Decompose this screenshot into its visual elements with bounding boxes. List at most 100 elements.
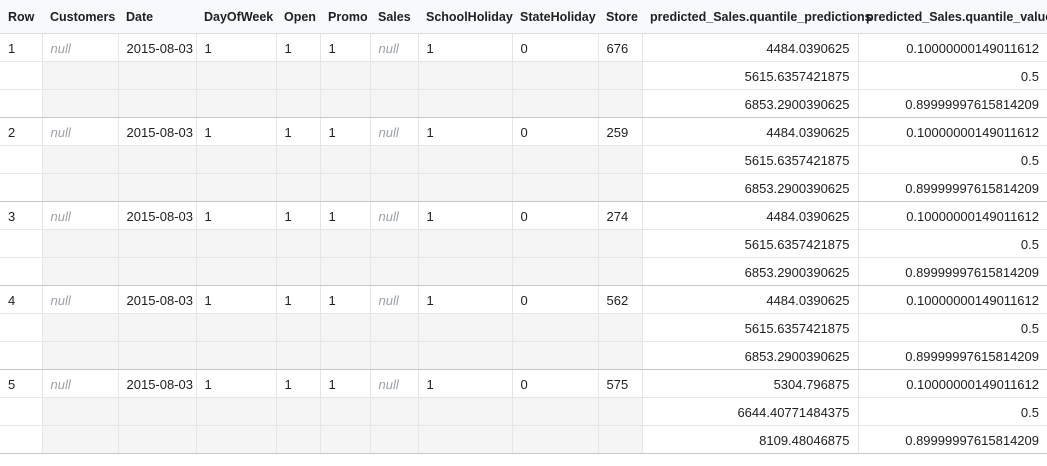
quantile-prediction-cell: 4484.0390625: [641, 33, 858, 62]
customers-cell: [41, 89, 118, 118]
customers-cell: [41, 173, 118, 202]
column-header-sales[interactable]: Sales: [370, 0, 418, 34]
sales-cell: [369, 257, 418, 286]
dayofweek-cell: [195, 397, 276, 426]
schoolholiday-cell: 1: [417, 117, 512, 146]
date-cell: 2015-08-03: [117, 201, 196, 230]
promo-cell: 1: [319, 369, 370, 398]
stateholiday-cell: [511, 229, 598, 258]
quantile-prediction-cell: 4484.0390625: [641, 201, 858, 230]
table-row: 6853.2900390625 0.89999997615814209: [0, 173, 1047, 202]
table-row: 5615.6357421875 0.5: [0, 61, 1047, 90]
sales-cell: [369, 229, 418, 258]
open-cell: 1: [275, 117, 320, 146]
column-header-store[interactable]: Store: [598, 0, 642, 34]
customers-cell: null: [41, 117, 118, 146]
stateholiday-cell: 0: [511, 117, 598, 146]
table-row: 8109.48046875 0.89999997615814209: [0, 425, 1047, 454]
column-header-schoolholiday[interactable]: SchoolHoliday: [418, 0, 513, 34]
quantile-value-cell: 0.89999997615814209: [857, 257, 1047, 286]
promo-cell: [319, 341, 370, 370]
quantile-prediction-cell: 6853.2900390625: [641, 341, 858, 370]
stateholiday-cell: [511, 173, 598, 202]
dayofweek-cell: 1: [195, 369, 276, 398]
dayofweek-cell: [195, 257, 276, 286]
stateholiday-cell: [511, 145, 598, 174]
quantile-value-cell: 0.89999997615814209: [857, 89, 1047, 118]
sales-cell: null: [369, 285, 418, 314]
date-cell: [117, 341, 196, 370]
column-header-row[interactable]: Row: [0, 0, 42, 34]
quantile-value-cell: 0.5: [857, 145, 1047, 174]
schoolholiday-cell: [417, 145, 512, 174]
open-cell: [275, 425, 320, 454]
quantile-prediction-cell: 5615.6357421875: [641, 61, 858, 90]
promo-cell: [319, 229, 370, 258]
store-cell: [597, 313, 642, 342]
promo-cell: [319, 425, 370, 454]
store-cell: [597, 341, 642, 370]
table-row: 5615.6357421875 0.5: [0, 145, 1047, 174]
row-number-cell: [0, 145, 42, 174]
sales-cell: [369, 425, 418, 454]
stateholiday-cell: [511, 89, 598, 118]
row-number-cell: [0, 89, 42, 118]
open-cell: 1: [275, 201, 320, 230]
column-header-predicted-sales-quantile-predictions[interactable]: predicted_Sales.quantile_predictions: [642, 0, 872, 34]
open-cell: 1: [275, 33, 320, 62]
dayofweek-cell: 1: [195, 117, 276, 146]
date-cell: [117, 425, 196, 454]
open-cell: 1: [275, 285, 320, 314]
schoolholiday-cell: [417, 89, 512, 118]
promo-cell: 1: [319, 33, 370, 62]
column-header-stateholiday[interactable]: StateHoliday: [512, 0, 598, 34]
stateholiday-cell: [511, 341, 598, 370]
store-cell: [597, 173, 642, 202]
quantile-prediction-cell: 6853.2900390625: [641, 173, 858, 202]
sales-cell: [369, 313, 418, 342]
promo-cell: [319, 89, 370, 118]
dayofweek-cell: [195, 229, 276, 258]
open-cell: [275, 229, 320, 258]
row-number-cell: 1: [0, 33, 42, 62]
sales-cell: [369, 61, 418, 90]
date-cell: 2015-08-03: [117, 117, 196, 146]
column-header-promo[interactable]: Promo: [320, 0, 370, 34]
stateholiday-cell: [511, 257, 598, 286]
customers-cell: [41, 229, 118, 258]
date-cell: [117, 173, 196, 202]
store-cell: 575: [597, 369, 642, 398]
quantile-value-cell: 0.10000000149011612: [857, 201, 1047, 230]
customers-cell: null: [41, 201, 118, 230]
store-cell: 274: [597, 201, 642, 230]
date-cell: [117, 257, 196, 286]
column-header-open[interactable]: Open: [276, 0, 320, 34]
date-cell: [117, 89, 196, 118]
row-number-cell: 3: [0, 201, 42, 230]
quantile-prediction-cell: 4484.0390625: [641, 117, 858, 146]
sales-cell: [369, 145, 418, 174]
store-cell: 562: [597, 285, 642, 314]
quantile-prediction-cell: 6853.2900390625: [641, 89, 858, 118]
customers-cell: [41, 61, 118, 90]
open-cell: [275, 313, 320, 342]
dayofweek-cell: 1: [195, 285, 276, 314]
date-cell: 2015-08-03: [117, 285, 196, 314]
column-header-predicted-sales-quantile-values[interactable]: predicted_Sales.quantile_values: [858, 0, 1047, 34]
quantile-prediction-cell: 4484.0390625: [641, 285, 858, 314]
quantile-prediction-cell: 5304.796875: [641, 369, 858, 398]
promo-cell: [319, 61, 370, 90]
customers-cell: [41, 145, 118, 174]
stateholiday-cell: 0: [511, 285, 598, 314]
column-header-dayofweek[interactable]: DayOfWeek: [196, 0, 276, 34]
open-cell: [275, 145, 320, 174]
open-cell: [275, 397, 320, 426]
store-cell: [597, 61, 642, 90]
quantile-prediction-cell: 6853.2900390625: [641, 257, 858, 286]
table-row: 6853.2900390625 0.89999997615814209: [0, 257, 1047, 286]
column-header-customers[interactable]: Customers: [42, 0, 118, 34]
stateholiday-cell: [511, 313, 598, 342]
promo-cell: [319, 173, 370, 202]
promo-cell: [319, 145, 370, 174]
column-header-date[interactable]: Date: [118, 0, 196, 34]
